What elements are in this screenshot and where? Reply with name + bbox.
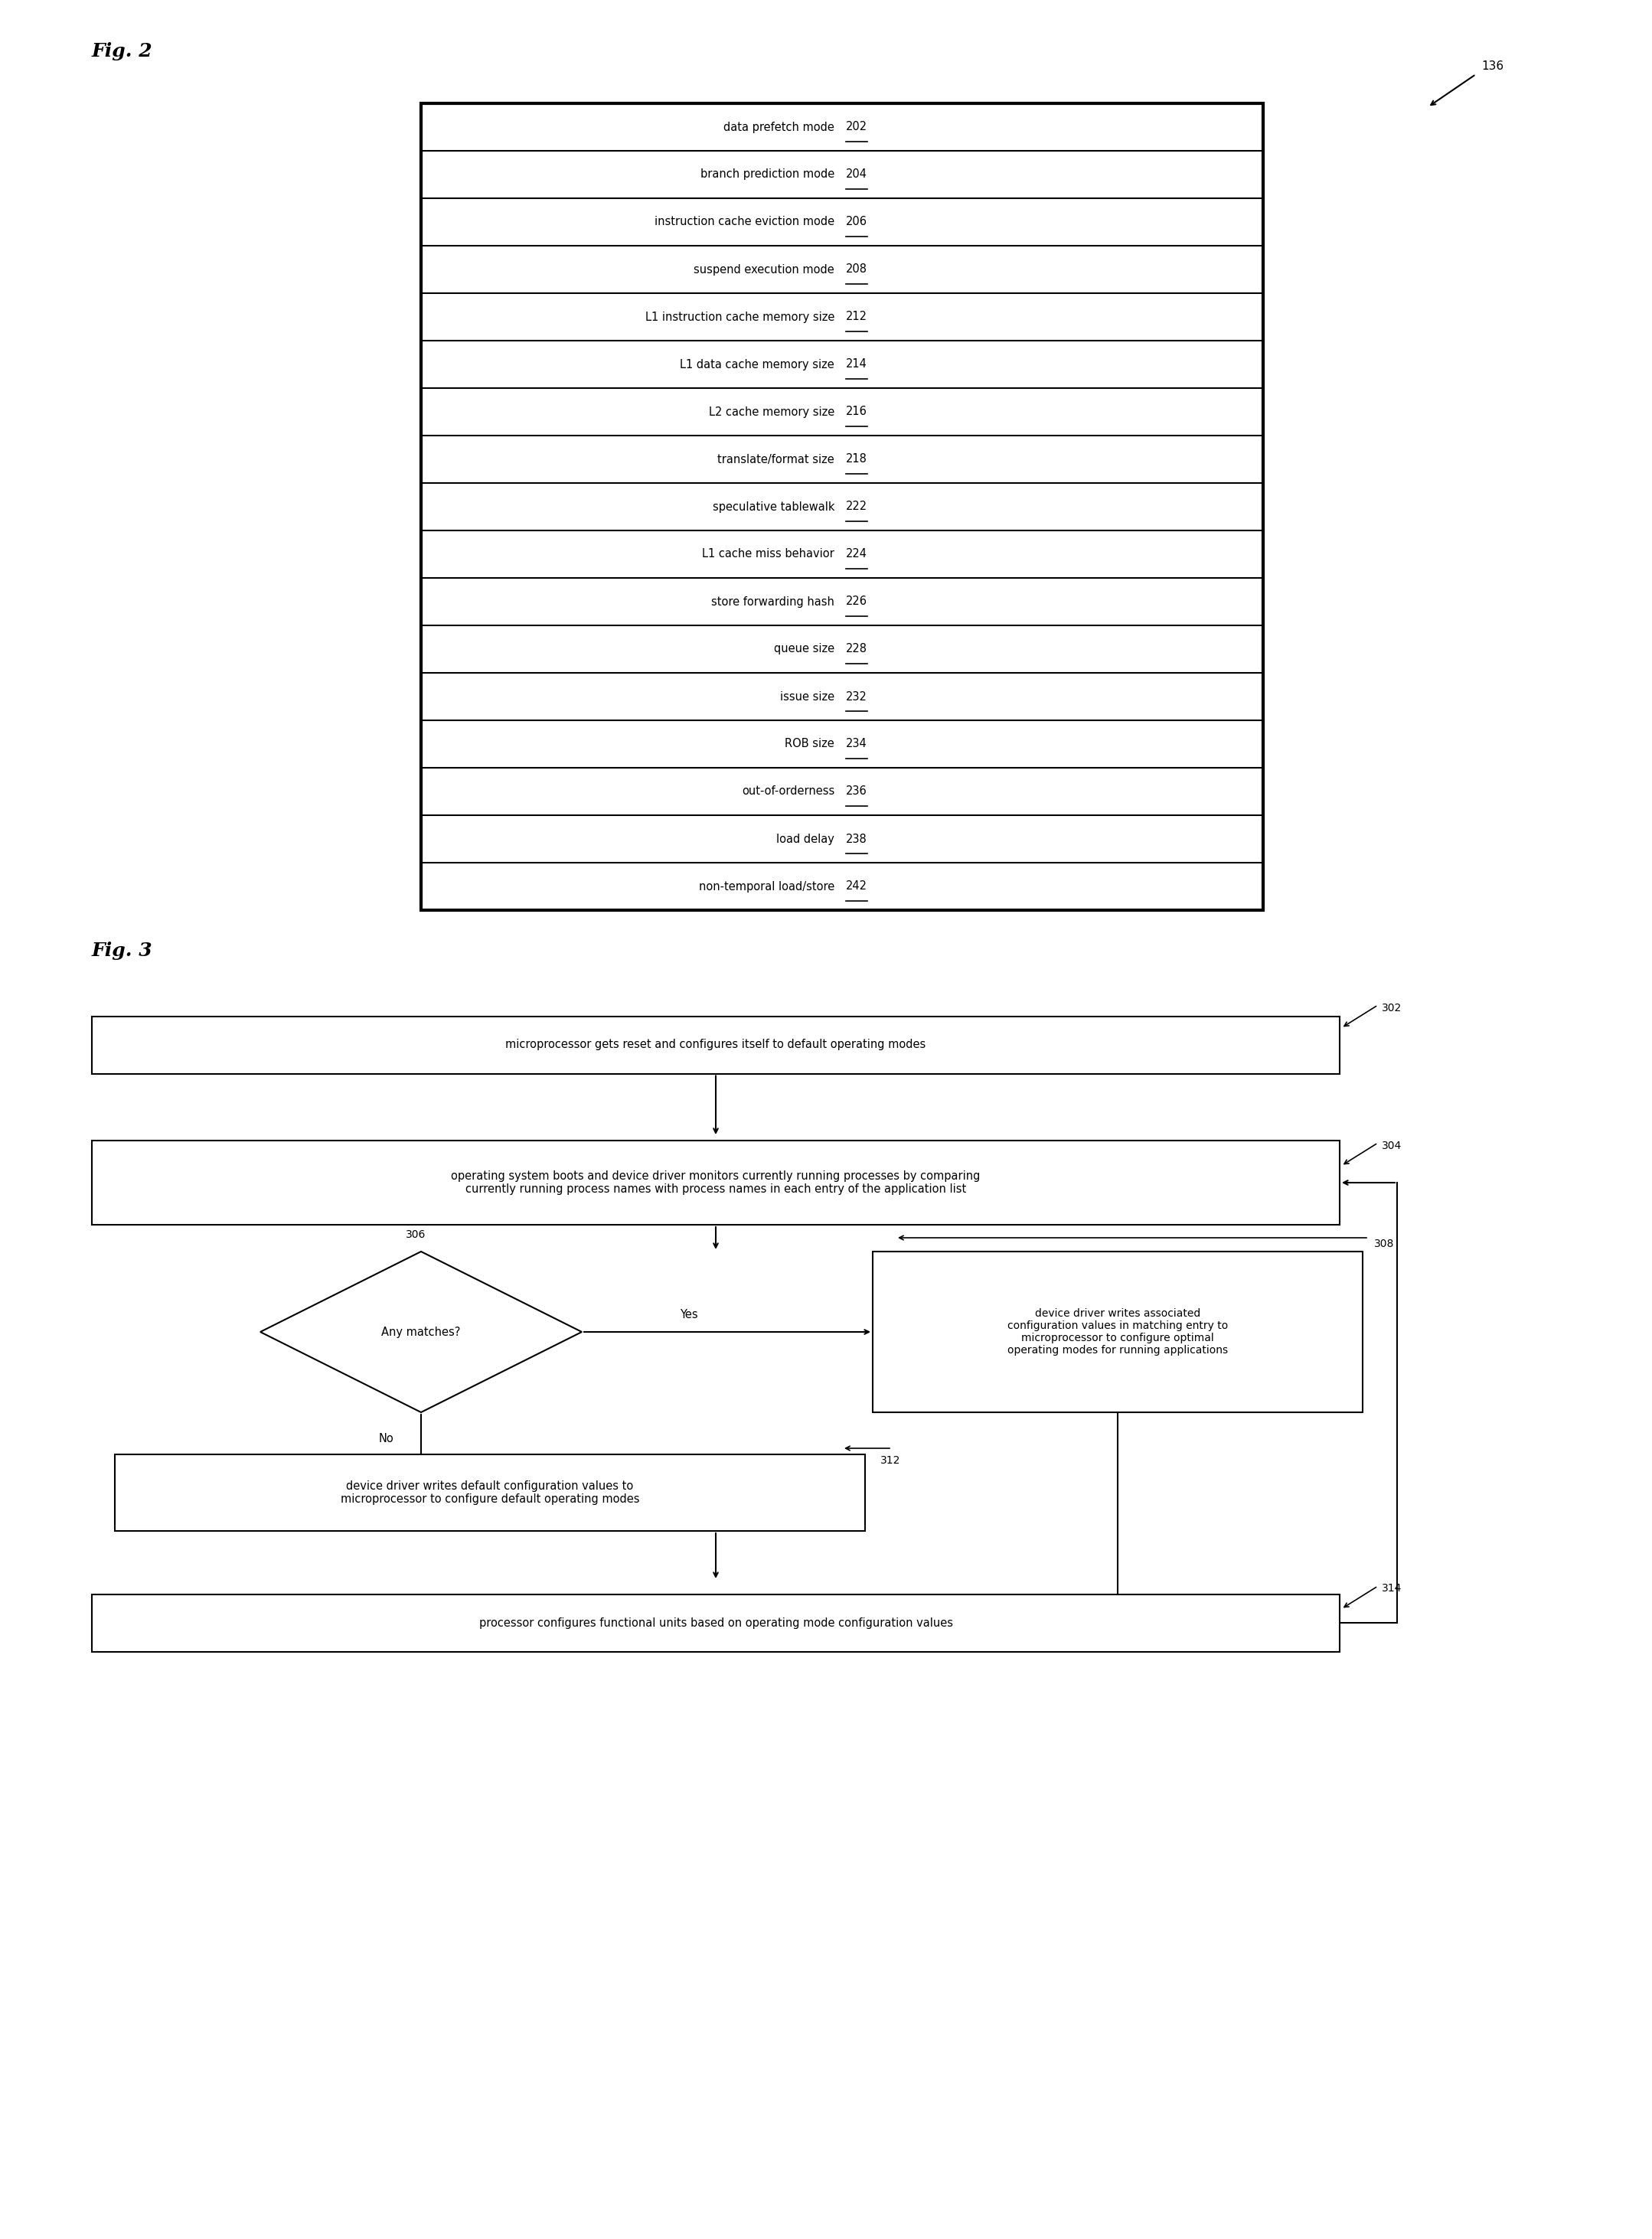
Text: device driver writes associated
configuration values in matching entry to
microp: device driver writes associated configur… bbox=[1008, 1308, 1227, 1357]
Text: operating system boots and device driver monitors currently running processes by: operating system boots and device driver… bbox=[451, 1171, 980, 1196]
Text: 224: 224 bbox=[846, 549, 867, 560]
Bar bbox=[116, 1455, 866, 1531]
Text: 206: 206 bbox=[846, 217, 867, 228]
Text: microprocessor gets reset and configures itself to default operating modes: microprocessor gets reset and configures… bbox=[506, 1039, 927, 1050]
Text: 308: 308 bbox=[1374, 1238, 1394, 1249]
Text: 214: 214 bbox=[846, 358, 867, 369]
Text: out-of-orderness: out-of-orderness bbox=[742, 786, 834, 797]
Text: 222: 222 bbox=[846, 502, 867, 513]
Text: L1 instruction cache memory size: L1 instruction cache memory size bbox=[644, 311, 834, 322]
Text: store forwarding hash: store forwarding hash bbox=[712, 596, 834, 607]
Text: processor configures functional units based on operating mode configuration valu: processor configures functional units ba… bbox=[479, 1617, 953, 1628]
Text: speculative tablewalk: speculative tablewalk bbox=[712, 502, 834, 513]
Bar bbox=[872, 1252, 1363, 1413]
Text: 218: 218 bbox=[846, 455, 867, 466]
Text: translate/format size: translate/format size bbox=[717, 455, 834, 466]
Text: 202: 202 bbox=[846, 121, 867, 132]
Bar bbox=[93, 1017, 1340, 1072]
Text: 312: 312 bbox=[881, 1455, 900, 1467]
Text: 306: 306 bbox=[406, 1229, 426, 1240]
Text: 226: 226 bbox=[846, 596, 867, 607]
Bar bbox=[93, 1594, 1340, 1652]
Text: suspend execution mode: suspend execution mode bbox=[694, 264, 834, 275]
Text: L1 cache miss behavior: L1 cache miss behavior bbox=[702, 549, 834, 560]
Bar bbox=[421, 103, 1264, 909]
Text: 212: 212 bbox=[846, 311, 867, 322]
Text: Yes: Yes bbox=[681, 1310, 699, 1321]
Text: 232: 232 bbox=[846, 692, 867, 703]
Text: device driver writes default configuration values to
microprocessor to configure: device driver writes default configurati… bbox=[340, 1480, 639, 1505]
Text: 136: 136 bbox=[1482, 60, 1503, 72]
Text: 304: 304 bbox=[1381, 1140, 1403, 1151]
Text: 314: 314 bbox=[1381, 1583, 1403, 1594]
Text: No: No bbox=[378, 1433, 395, 1444]
Text: 234: 234 bbox=[846, 739, 867, 750]
Text: branch prediction mode: branch prediction mode bbox=[700, 168, 834, 181]
Text: queue size: queue size bbox=[773, 643, 834, 654]
Text: 242: 242 bbox=[846, 880, 867, 891]
Text: 228: 228 bbox=[846, 643, 867, 654]
Text: instruction cache eviction mode: instruction cache eviction mode bbox=[654, 217, 834, 228]
Text: issue size: issue size bbox=[780, 692, 834, 703]
Bar bbox=[93, 1140, 1340, 1225]
Text: non-temporal load/store: non-temporal load/store bbox=[699, 880, 834, 891]
Text: data prefetch mode: data prefetch mode bbox=[724, 121, 834, 132]
Text: 238: 238 bbox=[846, 833, 867, 844]
Text: 236: 236 bbox=[846, 786, 867, 797]
Text: 302: 302 bbox=[1381, 1003, 1403, 1014]
Text: 204: 204 bbox=[846, 168, 867, 181]
Polygon shape bbox=[261, 1252, 582, 1413]
Text: load delay: load delay bbox=[776, 833, 834, 844]
Text: 216: 216 bbox=[846, 405, 867, 416]
Text: ROB size: ROB size bbox=[785, 739, 834, 750]
Text: 208: 208 bbox=[846, 264, 867, 275]
Text: Any matches?: Any matches? bbox=[382, 1325, 461, 1337]
Text: Fig. 2: Fig. 2 bbox=[93, 43, 154, 60]
Text: Fig. 3: Fig. 3 bbox=[93, 943, 154, 961]
Text: L2 cache memory size: L2 cache memory size bbox=[709, 405, 834, 416]
Text: L1 data cache memory size: L1 data cache memory size bbox=[681, 358, 834, 369]
